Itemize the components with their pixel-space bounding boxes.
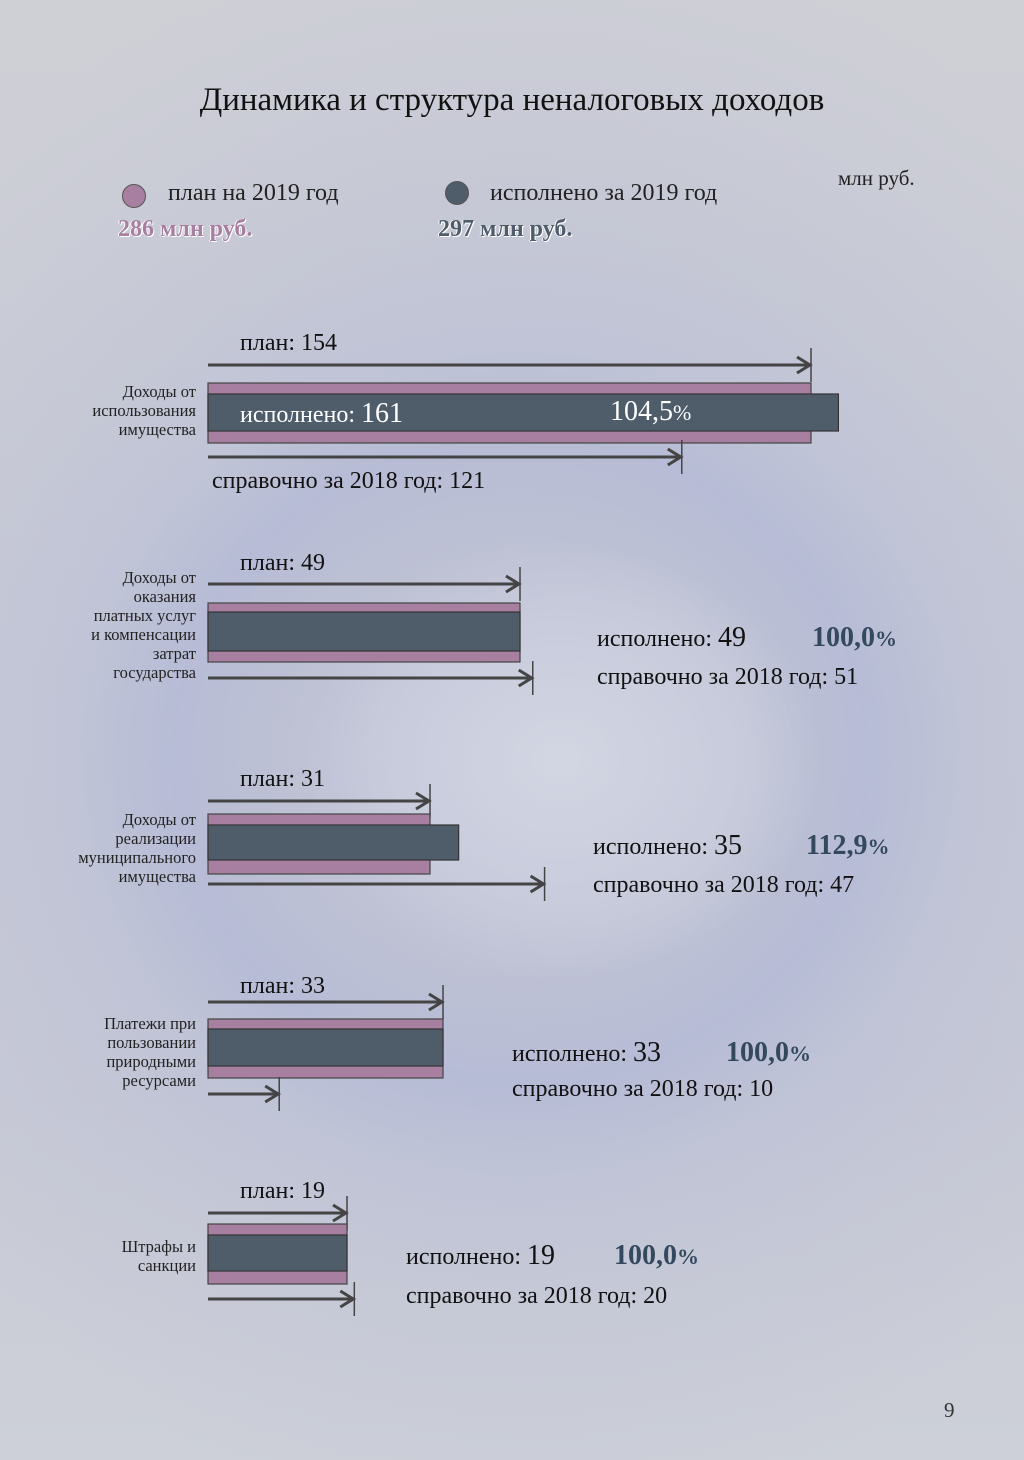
category-label-line: оказания	[133, 587, 196, 606]
category-label-line: муниципального	[78, 848, 196, 867]
category-label-4: Платежи при пользовании природными ресур…	[6, 1014, 196, 1090]
exec-label-1: исполнено: 161	[240, 398, 403, 430]
pct-value: 100,0	[812, 622, 875, 653]
exec-value: 19	[527, 1240, 556, 1271]
pct-sign: %	[867, 834, 890, 859]
category-label-line: использования	[92, 401, 196, 420]
plan-total: 286 млн руб.	[118, 216, 253, 242]
actual-bar	[207, 1028, 444, 1067]
plan-arrow	[208, 985, 445, 1019]
pct-sign: %	[673, 400, 692, 425]
reference-2018-arrow	[208, 1077, 282, 1111]
exec-label-5: исполнено: 19	[406, 1240, 555, 1272]
exec-label-3: исполнено: 35	[593, 830, 742, 862]
actual-total: 297 млн руб.	[438, 216, 573, 242]
ref-label-1: справочно за 2018 год: 121	[212, 468, 486, 494]
actual-bar	[207, 824, 460, 861]
category-label-5: Штрафы и санкции	[6, 1237, 196, 1275]
actual-legend-swatch	[445, 181, 469, 205]
actual-bar	[207, 1234, 348, 1272]
plan-label-2: план: 49	[240, 550, 325, 576]
page-title: Динамика и структура неналоговых доходов	[199, 82, 825, 118]
plan-legend-swatch	[122, 184, 146, 208]
exec-value: 161	[361, 398, 404, 429]
reference-2018-arrow	[208, 440, 684, 474]
ref-label-5: справочно за 2018 год: 20	[406, 1283, 668, 1309]
page-number: 9	[944, 1398, 955, 1422]
category-label-line: Штрафы и	[121, 1237, 196, 1256]
category-label-line: Доходы от	[122, 382, 196, 401]
exec-prefix: исполнено:	[240, 402, 362, 428]
ref-label-3: справочно за 2018 год: 47	[593, 872, 855, 898]
category-label-line: затрат	[152, 644, 196, 663]
category-label-line: имущества	[118, 867, 196, 886]
ref-label-4: справочно за 2018 год: 10	[512, 1076, 774, 1102]
pct-label-5: 100,0%	[614, 1240, 699, 1272]
exec-value: 33	[633, 1037, 662, 1068]
category-label-line: реализации	[115, 829, 196, 848]
category-label-1: Доходы от использования имущества	[6, 382, 196, 439]
category-label-line: Доходы от	[122, 568, 196, 587]
pct-sign: %	[875, 626, 897, 651]
exec-value: 35	[714, 830, 743, 861]
plan-label-3: план: 31	[240, 766, 325, 792]
category-label-line: пользовании	[107, 1033, 196, 1052]
plan-arrow	[208, 567, 522, 601]
plan-label-5: план: 19	[240, 1178, 325, 1204]
exec-value: 49	[718, 622, 747, 653]
category-label-line: Платежи при	[104, 1014, 196, 1033]
reference-2018-arrow	[208, 661, 535, 695]
exec-prefix: исполнено:	[593, 834, 715, 860]
category-label-line: государства	[113, 663, 196, 682]
reference-2018-arrow	[208, 867, 547, 901]
category-label-line: природными	[106, 1052, 196, 1071]
category-label-line: платных услуг	[93, 606, 196, 625]
exec-label-2: исполнено: 49	[597, 622, 746, 654]
exec-prefix: исполнено:	[597, 626, 719, 652]
reference-2018-arrow	[208, 1282, 357, 1316]
pct-label-3: 112,9%	[806, 830, 889, 862]
actual-bar	[207, 393, 840, 432]
exec-prefix: исполнено:	[406, 1244, 528, 1270]
pct-value: 100,0	[726, 1037, 789, 1068]
category-label-line: имущества	[118, 420, 196, 439]
actual-legend-label: исполнено за 2019 год	[490, 180, 718, 206]
pct-sign: %	[789, 1041, 811, 1066]
pct-label-4: 100,0%	[726, 1037, 811, 1069]
pct-label-2: 100,0%	[812, 622, 897, 654]
pct-sign: %	[677, 1244, 699, 1269]
category-label-line: ресурсами	[122, 1071, 196, 1090]
plan-arrow	[208, 348, 813, 382]
category-label-line: и компенсации	[91, 625, 196, 644]
pct-label-1: 104,5%	[610, 396, 691, 428]
plan-legend-label: план на 2019 год	[168, 180, 339, 206]
category-label-line: санкции	[137, 1256, 196, 1275]
plan-label-1: план: 154	[240, 330, 337, 356]
actual-bar	[207, 611, 521, 652]
ref-label-2: справочно за 2018 год: 51	[597, 664, 859, 690]
category-label-3: Доходы от реализации муниципального имущ…	[6, 810, 196, 886]
unit-label: млн руб.	[838, 166, 915, 190]
category-label-line: Доходы от	[122, 810, 196, 829]
pct-value: 100,0	[614, 1240, 677, 1271]
category-label-2: Доходы от оказания платных услуг и компе…	[6, 568, 196, 682]
exec-label-4: исполнено: 33	[512, 1037, 661, 1069]
plan-arrow	[208, 784, 432, 818]
pct-value: 104,5	[610, 396, 673, 427]
exec-prefix: исполнено:	[512, 1041, 634, 1067]
plan-label-4: план: 33	[240, 973, 325, 999]
pct-value: 112,9	[806, 830, 868, 861]
